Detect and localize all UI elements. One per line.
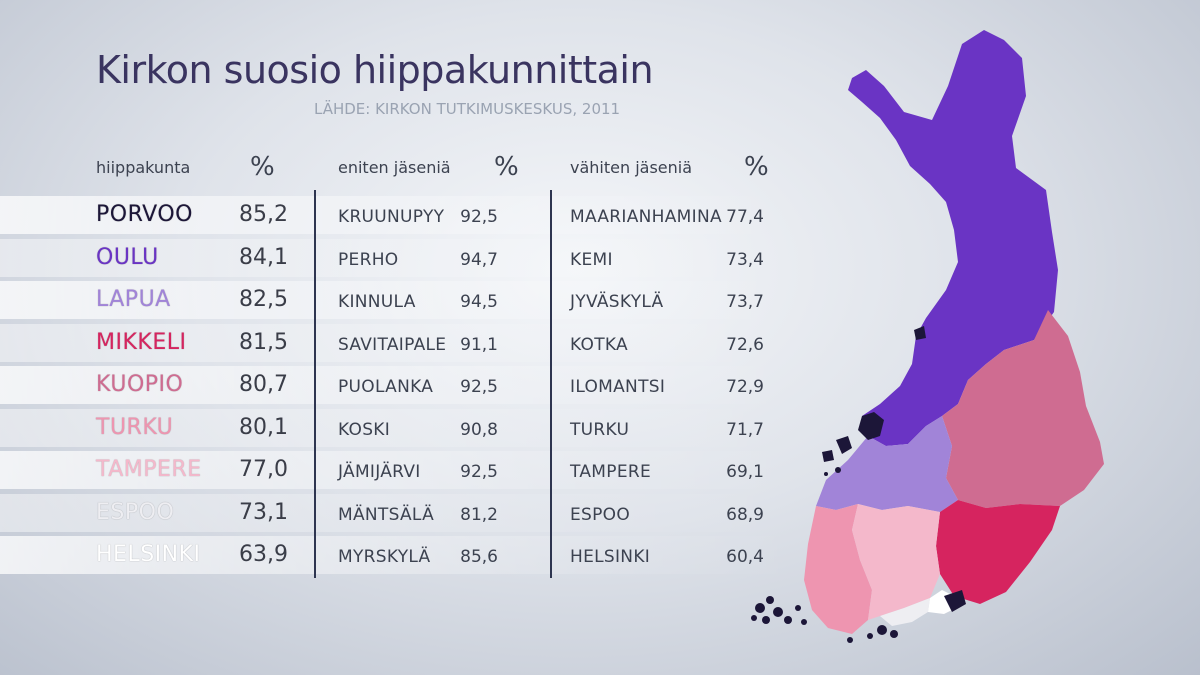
map-region-espoo <box>880 598 930 626</box>
least-members-pct: 73,4 <box>726 249 764 270</box>
most-members-pct: 81,2 <box>460 504 498 525</box>
diocese-name: PORVOO <box>96 202 193 227</box>
most-members-pct: 92,5 <box>460 207 498 227</box>
diocese-pct: 63,9 <box>239 542 288 567</box>
map-region-lapua <box>816 416 958 512</box>
table-row-band <box>0 366 800 404</box>
least-members-parish: KEMI <box>570 249 613 270</box>
table-row-band <box>0 281 800 319</box>
table-row-band <box>0 493 800 532</box>
diocese-pct: 85,2 <box>239 202 288 227</box>
header-most-pct: % <box>494 152 519 182</box>
most-members-parish: JÄMIJÄRVI <box>338 462 421 482</box>
most-members-pct: 90,8 <box>460 419 498 440</box>
map-region-turku <box>804 504 872 634</box>
diocese-pct: 84,1 <box>239 244 288 270</box>
diocese-name: KUOPIO <box>96 372 184 397</box>
table-row-band <box>0 451 800 489</box>
most-members-parish: MYRSKYLÄ <box>338 547 431 567</box>
least-members-parish: KOTKA <box>570 334 628 355</box>
least-members-pct: 69,1 <box>726 462 764 482</box>
header-least-members: vähiten jäseniä <box>570 158 693 177</box>
diocese-pct: 73,1 <box>239 499 288 525</box>
diocese-pct: 82,5 <box>239 287 288 312</box>
diocese-name: OULU <box>96 244 159 270</box>
table-row-band <box>0 323 800 362</box>
most-members-pct: 92,5 <box>460 462 498 482</box>
header-diocese-pct: % <box>250 152 275 182</box>
diocese-name: MIKKELI <box>96 329 187 355</box>
most-members-pct: 91,1 <box>460 334 498 355</box>
most-members-parish: KOSKI <box>338 419 391 440</box>
most-members-pct: 94,5 <box>460 292 498 312</box>
least-members-parish: ESPOO <box>570 504 631 525</box>
diocese-name: HELSINKI <box>96 542 201 567</box>
least-members-pct: 60,4 <box>726 547 764 567</box>
most-members-pct: 85,6 <box>460 547 498 567</box>
column-divider-2 <box>550 190 552 578</box>
page-title: Kirkon suosio hiippakunnittain <box>96 48 654 92</box>
least-members-parish: MAARIANHAMINA <box>570 207 722 227</box>
least-members-parish: TURKU <box>570 419 630 440</box>
least-members-parish: ILOMANTSI <box>570 377 666 397</box>
least-members-pct: 71,7 <box>726 419 764 440</box>
map-region-kuopio <box>942 310 1104 508</box>
most-members-parish: KRUUNUPYY <box>338 207 445 227</box>
least-members-parish: HELSINKI <box>570 547 651 567</box>
diocese-pct: 80,7 <box>239 372 288 397</box>
most-members-parish: PUOLANKA <box>338 377 434 397</box>
least-members-parish: JYVÄSKYLÄ <box>570 292 664 312</box>
most-members-parish: PERHO <box>338 249 399 270</box>
header-least-pct: % <box>744 152 769 182</box>
most-members-parish: KINNULA <box>338 292 416 312</box>
diocese-name: ESPOO <box>96 499 175 525</box>
header-diocese: hiippakunta <box>96 158 191 177</box>
header-most-members: eniten jäseniä <box>338 158 451 177</box>
table-row-band <box>0 536 800 574</box>
map-region-tampere <box>852 504 940 620</box>
diocese-name: TAMPERE <box>96 457 202 482</box>
table-row-band <box>0 238 800 277</box>
least-members-pct: 73,7 <box>726 292 764 312</box>
diocese-pct: 80,1 <box>239 414 288 440</box>
most-members-pct: 94,7 <box>460 249 498 270</box>
least-members-pct: 77,4 <box>726 207 764 227</box>
most-members-parish: SAVITAIPALE <box>338 334 447 355</box>
diocese-pct: 81,5 <box>239 329 288 355</box>
most-members-parish: MÄNTSÄLÄ <box>338 504 435 525</box>
most-members-pct: 92,5 <box>460 377 498 397</box>
table-row-band <box>0 196 800 234</box>
least-members-pct: 68,9 <box>726 504 764 525</box>
map-region-oulu <box>848 30 1058 446</box>
least-members-pct: 72,9 <box>726 377 764 397</box>
least-members-pct: 72,6 <box>726 334 764 355</box>
diocese-name: TURKU <box>96 414 174 440</box>
diocese-name: LAPUA <box>96 287 171 312</box>
diocese-pct: 77,0 <box>239 457 288 482</box>
map-region-porvoo <box>751 326 966 643</box>
map-region-mikkeli <box>936 500 1060 604</box>
column-divider-1 <box>314 190 316 578</box>
least-members-parish: TAMPERE <box>570 462 652 482</box>
table-row-band <box>0 408 800 447</box>
source-note: LÄHDE: KIRKON TUTKIMUSKESKUS, 2011 <box>314 100 621 118</box>
